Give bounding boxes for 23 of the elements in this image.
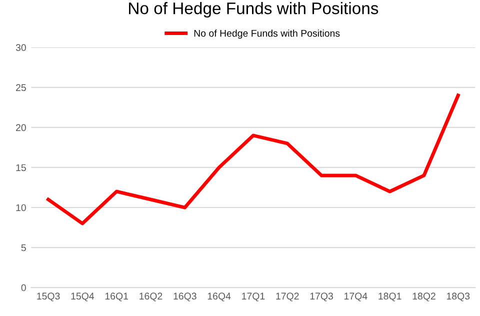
x-tick-label: 16Q3	[174, 292, 196, 302]
x-tick-label: 16Q1	[105, 292, 128, 302]
y-tick-label: 15	[16, 164, 26, 172]
legend-label: No of Hedge Funds with Positions	[194, 30, 340, 39]
line-series	[46, 94, 460, 226]
y-tick-label: 5	[21, 244, 26, 252]
x-tick-label: 15Q3	[37, 292, 60, 302]
x-tick-label: 18Q3	[446, 292, 470, 302]
x-tick-label: 18Q2	[412, 292, 436, 302]
x-tick-label: 18Q1	[378, 292, 402, 302]
y-tick-label: 20	[16, 124, 26, 132]
x-tick-label: 15Q4	[71, 292, 94, 302]
y-tick-label: 30	[16, 44, 26, 52]
x-tick-label: 17Q3	[310, 292, 333, 302]
chart-title: No of Hedge Funds with Positions	[129, 2, 378, 18]
y-tick-label: 0	[21, 284, 26, 292]
x-tick-label: 17Q1	[242, 292, 265, 302]
x-tick-label: 17Q4	[344, 292, 368, 302]
x-tick-label: 16Q4	[208, 292, 231, 302]
y-tick-label: 25	[16, 84, 26, 92]
y-tick-label: 10	[16, 204, 26, 212]
x-tick-label: 17Q2	[276, 292, 299, 302]
x-tick-label: 16Q2	[140, 292, 162, 302]
